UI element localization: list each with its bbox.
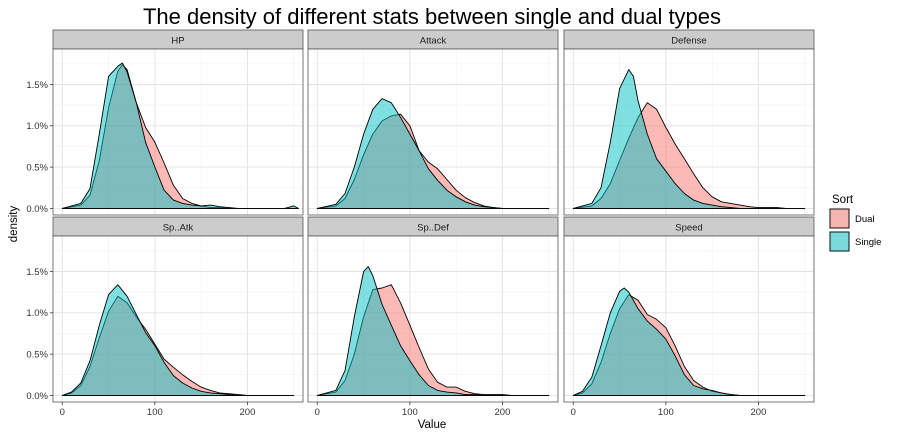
x-tick-label: 100 [147, 407, 163, 418]
x-tick-label: 100 [658, 407, 674, 418]
legend-swatch [829, 208, 850, 229]
facet-panels: HP 0.0% 0.5% 1.0% 1.5% Attack Defense Sp..Atk 0.… [26, 29, 815, 418]
facet-attack: Attack [307, 29, 559, 216]
facet-strip-label: Attack [420, 36, 447, 47]
density-single [316, 266, 550, 396]
panel-border [563, 235, 815, 403]
y-tick-label: 0.0% [26, 204, 48, 215]
y-tick-label: 1.5% [26, 80, 48, 91]
facet-sp-def: Sp..Def 0 100 200 [307, 216, 559, 418]
legend-key-single: Single [829, 231, 881, 252]
chart-title: The density of different stats between s… [143, 4, 721, 29]
facet-strip-label: Speed [675, 223, 702, 234]
facet-strip-label: HP [171, 36, 184, 47]
legend-title: Sort [832, 194, 854, 206]
x-tick-label: 100 [402, 407, 418, 418]
y-tick-label: 0.0% [26, 391, 48, 402]
density-single [572, 69, 806, 209]
x-tick-label: 200 [240, 407, 256, 418]
panel-border [307, 235, 559, 403]
facet-speed: Speed 0 100 200 [563, 216, 815, 418]
facet-hp: HP 0.0% 0.5% 1.0% 1.5% [26, 29, 304, 216]
facet-strip-label: Sp..Def [417, 223, 449, 234]
x-axis-title: Value [418, 419, 447, 431]
density-areas [61, 284, 295, 396]
y-tick-label: 1.0% [26, 121, 48, 132]
x-tick-label: 0 [60, 407, 65, 418]
density-areas [572, 69, 806, 209]
panel-border [52, 48, 304, 216]
y-tick-label: 0.5% [26, 162, 48, 173]
y-axis-title: density [8, 206, 20, 243]
y-tick-label: 1.5% [26, 267, 48, 278]
x-tick-label: 200 [751, 407, 767, 418]
density-areas [572, 287, 806, 396]
x-tick-label: 0 [571, 407, 576, 418]
x-tick-label: 0 [315, 407, 320, 418]
facet-strip-label: Defense [671, 36, 706, 47]
density-areas [316, 266, 550, 396]
y-tick-label: 0.5% [26, 349, 48, 360]
legend-label: Single [855, 237, 881, 248]
facet-defense: Defense [563, 29, 815, 216]
density-single [61, 62, 299, 209]
facet-strip-label: Sp..Atk [163, 223, 194, 234]
panel-border [563, 48, 815, 216]
y-tick-label: 1.0% [26, 308, 48, 319]
panel-border [52, 235, 304, 403]
legend-swatch [829, 231, 850, 252]
density-areas [61, 62, 299, 209]
legend-label: Dual [855, 214, 875, 225]
density-single [572, 287, 806, 396]
legend-key-dual: Dual [829, 208, 875, 229]
x-tick-label: 200 [495, 407, 511, 418]
facet-sp-atk: Sp..Atk 0.0% 0.5% 1.0% 1.5% 0 100 200 [26, 216, 304, 418]
density-single [61, 284, 295, 396]
legend: Sort Dual Single [829, 194, 881, 252]
density-single [316, 98, 550, 209]
density-areas [316, 98, 550, 209]
panel-border [307, 48, 559, 216]
